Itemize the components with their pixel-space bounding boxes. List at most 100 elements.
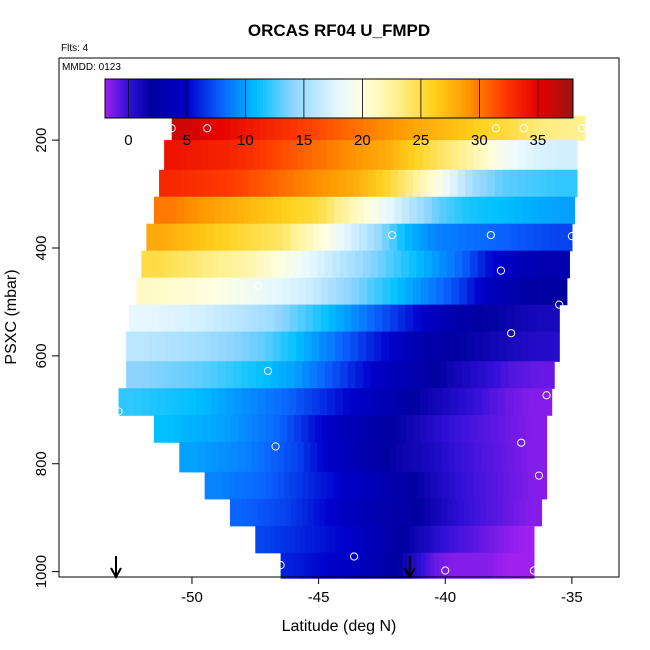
heatmap-cell [466,277,476,306]
colorbar-swatch [254,79,258,118]
heatmap-cell [179,442,187,473]
heatmap-cell [442,223,451,252]
colorbar-tick-label: 0 [124,132,132,149]
heatmap-cell [523,361,532,389]
heatmap-cell [384,552,390,579]
colorbar-swatch [347,79,352,118]
heatmap-cell [455,415,464,443]
colorbar-swatch [327,79,331,118]
heatmap-cell [258,442,266,473]
x-axis: -50 -45 -40 -35 [181,576,583,606]
heatmap-cell [212,442,220,473]
heatmap-cell [143,277,153,306]
heatmap-cell [515,250,525,279]
heatmap-cell [442,471,450,500]
heatmap-cell [363,471,371,500]
heatmap-cell [518,115,527,141]
heatmap-cell [225,361,234,389]
heatmap-cell [517,169,526,198]
heatmap-cell [314,525,321,554]
heatmap-cell [546,361,555,389]
heatmap-cell [342,388,352,416]
heatmap-cell [311,115,320,141]
heatmap-cell [294,361,303,389]
heatmap-cell [464,525,470,554]
heatmap-cell [473,471,480,500]
heatmap-cell [382,442,390,473]
heatmap-cell [252,498,259,527]
colorbar-tick-label: 35 [530,132,547,149]
heatmap-cell [374,223,383,252]
heatmap-cell [180,388,189,416]
heatmap-cell [476,415,485,443]
heatmap-cell [362,552,368,579]
heatmap-cell [341,196,350,225]
heatmap-cell [508,250,517,279]
heatmap-cell [519,498,526,527]
sample-marker [577,124,587,133]
colorbar-swatch [426,79,431,118]
heatmap-cell [487,442,495,473]
heatmap-cell [402,498,409,527]
heatmap-cell [245,415,253,443]
sample-marker [517,438,526,447]
heatmap-cell [439,525,445,554]
heatmap-cell [379,525,386,554]
heatmap-cell [282,304,291,333]
heatmap-cell [311,388,321,416]
heatmap-cell [341,140,350,171]
colorbar-swatch [318,79,322,118]
heatmap-cell [481,115,490,141]
colorbar-swatch [181,79,185,118]
heatmap-cell [204,471,212,500]
heatmap-cell [217,361,227,389]
heatmap-cell [479,471,487,500]
heatmap-cell [330,442,338,473]
heatmap-cell [263,250,272,279]
heatmap-cell [329,415,337,443]
heatmap-cell [222,223,231,252]
heatmap-cell [484,552,490,579]
colorbar-swatch [125,79,129,118]
colorbar-swatch [359,79,363,118]
heatmap-cell [295,525,301,554]
heatmap-cell [318,498,326,527]
heatmap-cell [359,277,368,306]
y-axis: 200 400 600 800 1000 [33,128,60,588]
heatmap-cell [211,388,220,416]
heatmap-cell [326,196,335,225]
heatmap-cell [397,304,407,333]
heatmap-cell [339,525,346,554]
heatmap-cell [406,415,414,443]
heatmap-cell [393,250,402,279]
heatmap-cell [451,388,460,416]
heatmap-cell [179,361,188,389]
heatmap-cell [389,525,396,554]
heatmap-cell [280,552,286,579]
colorbar-swatch [175,79,179,118]
heatmap-cell [260,223,269,252]
colorbar-swatch [561,79,565,118]
heatmap-cell [164,140,173,171]
heatmap-cell [420,277,430,306]
heatmap-cell [520,331,529,362]
colorbar-swatch [336,79,340,118]
heatmap-cell [343,442,351,473]
colorbar: 0 5 10 15 20 25 30 35 [104,78,574,149]
colorbar-swatch [298,79,302,118]
heatmap-cell [311,331,321,362]
heatmap-cell [436,304,445,333]
heatmap-cell [194,361,204,389]
heatmap-cell [533,223,543,252]
heatmap-cell [203,331,212,362]
heatmap-cell [458,331,468,362]
heatmap-cell [427,169,436,198]
heatmap-cell [547,169,556,198]
heatmap-cell [469,525,475,554]
colorbar-swatch [458,79,463,118]
heatmap-cell [412,388,421,416]
heatmap-cell [222,471,230,500]
heatmap-cell [489,277,499,306]
heatmap-cell [487,169,496,198]
heatmap-cell [520,304,530,333]
